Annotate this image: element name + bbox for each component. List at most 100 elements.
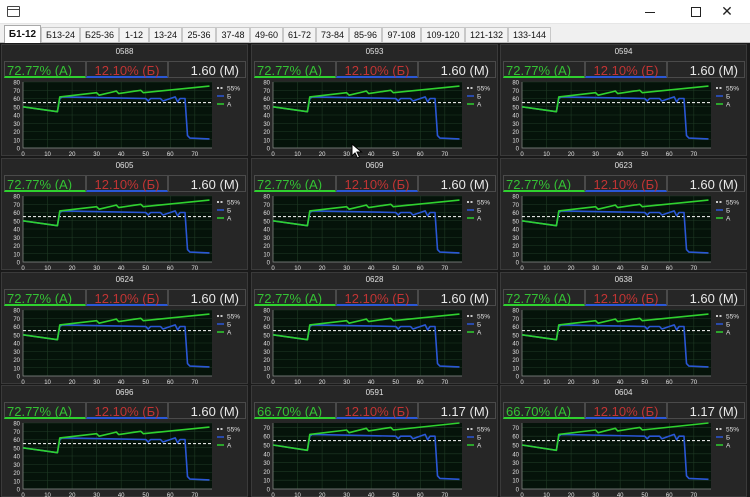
app-window-icon: [7, 6, 20, 17]
panel-title: 0593: [365, 47, 384, 56]
stat-b-value: 12.10% (Б): [585, 175, 667, 192]
y-tick-label: 80: [263, 309, 270, 315]
series-line-b: [272, 96, 460, 140]
tab-73-84[interactable]: 73-84: [316, 27, 349, 42]
x-tick-label: 70: [191, 266, 198, 270]
x-tick-label: 30: [592, 266, 599, 270]
chart-panel: 0604 66.70% (А) 12.10% (Б) 1.17 (М) 0 10 20 30 4…: [500, 385, 747, 497]
plot-area: [522, 423, 711, 489]
series-line-a: [272, 85, 460, 113]
legend-a-label: А: [227, 215, 232, 222]
y-tick-label: 10: [13, 366, 20, 372]
tab-1-12[interactable]: 1-12: [119, 27, 149, 42]
minimize-icon[interactable]: [627, 0, 673, 24]
tab-13-24[interactable]: 13-24: [149, 27, 182, 42]
legend-ref-label: 55%: [227, 199, 240, 206]
x-tick-label: 60: [167, 493, 174, 497]
tab-б1-12[interactable]: Б1-12: [4, 25, 41, 43]
y-tick-label: 20: [512, 244, 519, 250]
y-tick-label: 70: [512, 426, 519, 432]
tab-61-72[interactable]: 61-72: [283, 27, 316, 42]
y-tick-label: 10: [512, 252, 519, 258]
tab-25-36[interactable]: 25-36: [182, 27, 216, 42]
y-tick-label: 70: [263, 426, 270, 432]
stat-m-value: 1.60 (М): [667, 61, 745, 78]
axes: [521, 82, 711, 149]
x-tick-label: 0: [271, 380, 275, 384]
axes: [272, 310, 462, 377]
legend-a-label: А: [726, 101, 731, 108]
tab-97-108[interactable]: 97-108: [382, 27, 421, 42]
plot-area: [273, 423, 462, 489]
x-tick-label: 70: [191, 380, 198, 384]
line-chart: 0 10 20 30 40 50 60 70 80 0 10 20 30 40 50 60 70 55%БА: [512, 81, 739, 157]
legend-b-label: Б: [726, 321, 730, 328]
y-tick-label: 30: [263, 461, 270, 467]
x-tick-label: 10: [44, 152, 51, 156]
tab-133-144[interactable]: 133-144: [508, 27, 551, 42]
x-tick-label: 10: [543, 493, 550, 497]
y-tick-label: 0: [17, 261, 21, 267]
tab-б13-24[interactable]: Б13-24: [41, 27, 80, 42]
x-tick-label: 20: [568, 380, 575, 384]
y-tick-label: 60: [13, 211, 20, 217]
stat-a-value: 72.77% (А): [4, 175, 86, 192]
y-tick-label: 30: [263, 236, 270, 242]
stat-a-value: 72.77% (А): [4, 402, 86, 419]
tab-121-132[interactable]: 121-132: [465, 27, 508, 42]
x-tick-label: 20: [568, 152, 575, 156]
y-tick-label: 80: [13, 81, 20, 87]
line-chart: 0 10 20 30 40 50 60 70 80 0 10 20 30 40 50 60 70 55%БА: [13, 195, 240, 271]
stat-m-value: 1.60 (М): [418, 289, 496, 306]
series-line-b: [272, 324, 460, 368]
x-tick-label: 20: [319, 493, 326, 497]
stat-m-value: 1.60 (М): [168, 61, 246, 78]
series-line-a: [521, 313, 709, 341]
y-tick-label: 20: [512, 130, 519, 136]
maximize-glyph: [691, 7, 701, 17]
stat-a-value: 66.70% (А): [503, 402, 585, 419]
y-tick-label: 10: [263, 138, 270, 144]
series-line-a: [272, 422, 460, 452]
x-tick-label: 30: [93, 380, 100, 384]
x-tick-label: 20: [319, 152, 326, 156]
panel-title: 0624: [115, 275, 134, 284]
panel-title: 0696: [115, 388, 134, 397]
chart-panel: 0605 72.77% (А) 12.10% (Б) 1.60 (М) 0 10 20 30 4…: [1, 158, 248, 270]
maximize-icon[interactable]: [673, 0, 719, 24]
legend-b-label: Б: [477, 434, 481, 441]
x-tick-label: 70: [690, 380, 697, 384]
tab-б25-36[interactable]: Б25-36: [80, 27, 119, 42]
stat-a-value: 72.77% (А): [4, 289, 86, 306]
legend-a-label: А: [477, 101, 482, 108]
stat-b-value: 12.10% (Б): [86, 402, 168, 419]
x-tick-label: 40: [368, 493, 375, 497]
y-tick-label: 70: [263, 203, 270, 209]
x-tick-label: 70: [441, 380, 448, 384]
chart-grid: 0588 72.77% (А) 12.10% (Б) 1.60 (М) 0 10 20 30 4…: [0, 43, 750, 497]
legend-b-label: Б: [227, 321, 231, 328]
legend-b-label: Б: [726, 434, 730, 441]
series-line-a: [22, 85, 210, 113]
legend-a-label: А: [227, 101, 232, 108]
x-tick-label: 50: [392, 380, 399, 384]
tab-85-96[interactable]: 85-96: [349, 27, 382, 42]
x-tick-label: 60: [167, 152, 174, 156]
y-tick-label: 40: [263, 114, 270, 120]
close-icon[interactable]: ✕: [721, 4, 733, 20]
legend-b-label: Б: [477, 93, 481, 100]
legend-b-label: Б: [227, 434, 231, 441]
tab-37-48[interactable]: 37-48: [216, 27, 250, 42]
x-tick-label: 60: [167, 266, 174, 270]
x-tick-label: 60: [417, 380, 424, 384]
x-tick-label: 50: [142, 266, 149, 270]
legend-ref-label: 55%: [477, 199, 490, 206]
mouse-cursor-icon: [351, 143, 363, 159]
legend-b-label: Б: [726, 207, 730, 214]
line-chart: 0 10 20 30 40 50 60 70 0 10 20 30 40 50 60 70 55%БА: [263, 422, 490, 497]
x-tick-label: 50: [641, 380, 648, 384]
y-tick-label: 10: [263, 479, 270, 485]
tab-49-60[interactable]: 49-60: [250, 27, 283, 42]
tab-109-120[interactable]: 109-120: [421, 27, 465, 42]
y-tick-label: 50: [13, 219, 20, 225]
